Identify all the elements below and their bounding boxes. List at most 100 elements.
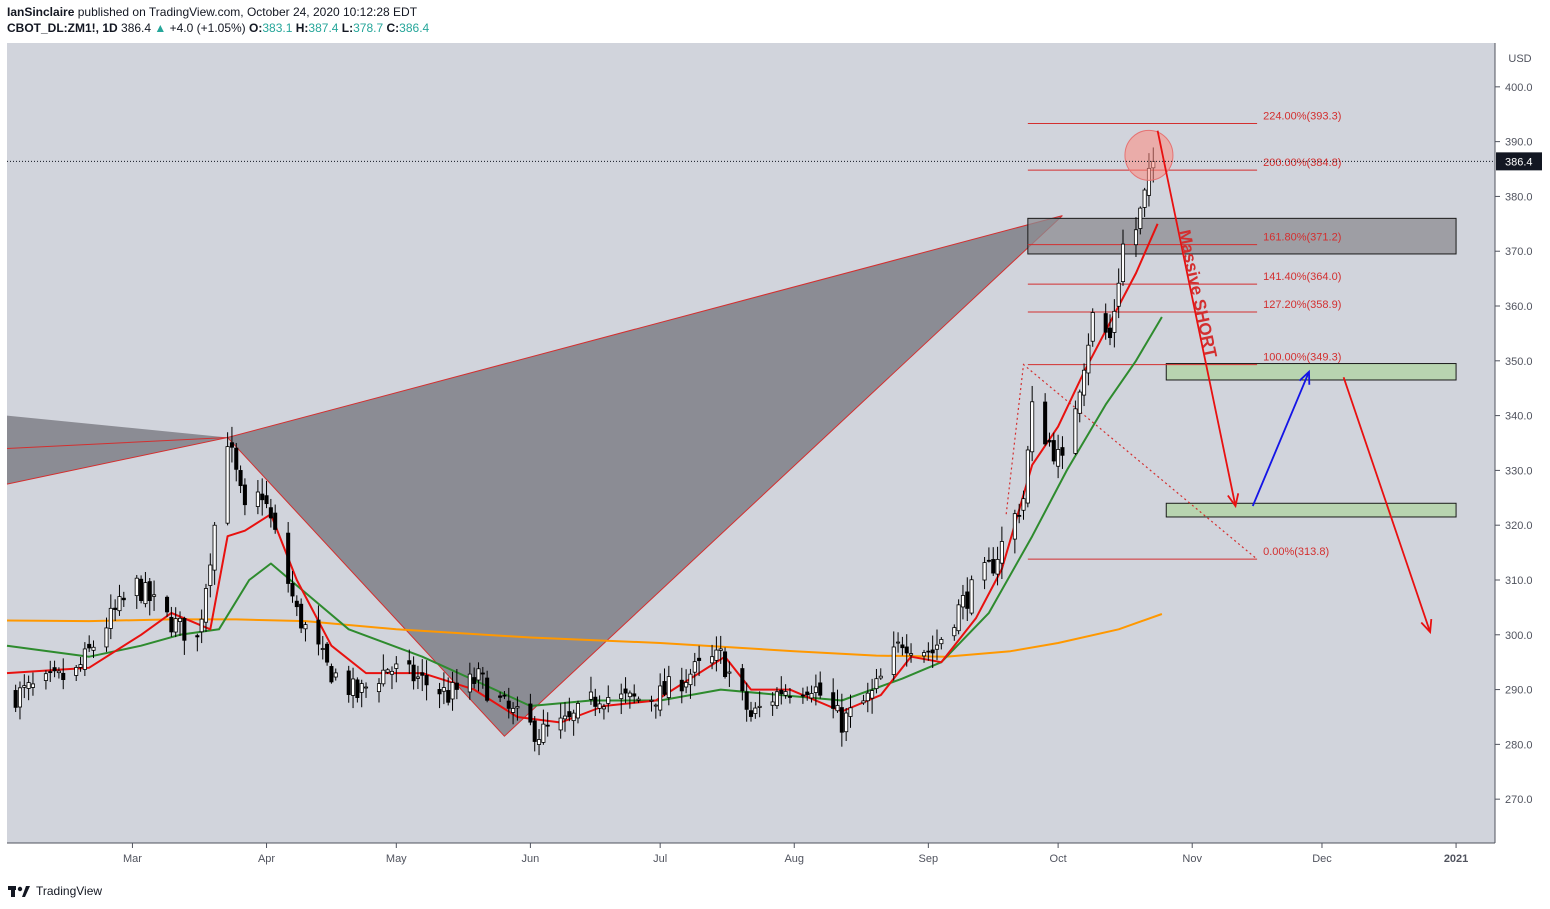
candle-up <box>601 706 606 710</box>
candle-up <box>952 627 957 637</box>
candle-down <box>800 694 805 697</box>
candle-down <box>329 666 334 683</box>
last-price-badge <box>1496 152 1542 171</box>
candle-up <box>1077 391 1082 414</box>
candle-up <box>714 649 719 661</box>
candle-down <box>805 691 810 696</box>
candle-down <box>1043 401 1048 445</box>
candle-up <box>848 707 853 717</box>
candles <box>13 147 1156 756</box>
x-tick-label: Jun <box>522 853 540 865</box>
y-tick-label: 380.0 <box>1505 191 1533 203</box>
candle-down <box>229 442 234 448</box>
candle-up <box>571 712 576 722</box>
y-tick-label: 340.0 <box>1505 411 1533 423</box>
candle-up <box>627 692 632 698</box>
candle-up <box>878 675 883 679</box>
candle-down <box>485 677 490 701</box>
candle-down <box>965 591 970 609</box>
candle-down <box>147 581 152 602</box>
pattern-edges <box>6 215 1063 737</box>
candle-up <box>809 693 814 699</box>
candle-up <box>636 698 641 701</box>
short-arrow-line <box>1156 130 1237 507</box>
y-tick-label: 300.0 <box>1505 630 1533 642</box>
y-tick-label: 390.0 <box>1505 137 1533 149</box>
candle-up <box>969 579 974 614</box>
footer-brand[interactable]: TradingView <box>36 884 103 898</box>
y-tick-label: 330.0 <box>1505 465 1533 477</box>
candle-up <box>91 646 96 651</box>
candle-up <box>415 676 420 679</box>
fib-extension: 224.00%(393.3) 200.00%(384.8) 161.80%(371.… <box>1005 111 1341 560</box>
candle-up <box>22 685 27 688</box>
long-arrow-head <box>1298 369 1311 385</box>
publish-line: IanSinclaire published on TradingView.co… <box>7 4 1407 20</box>
candle-up <box>939 639 944 645</box>
candle-up <box>178 617 183 622</box>
candle-down <box>748 710 754 717</box>
candle-down <box>480 672 485 675</box>
candle-down <box>831 692 836 709</box>
candle-up <box>558 717 563 731</box>
candle-up <box>537 739 542 745</box>
candle-up <box>134 577 139 597</box>
candle-down <box>498 695 503 698</box>
y-tick-label: 310.0 <box>1505 575 1533 587</box>
candle-down <box>904 646 909 654</box>
candle-up <box>934 644 940 650</box>
zone-target-upper <box>1165 363 1457 381</box>
candle-down <box>113 607 118 610</box>
candle-down <box>299 603 304 629</box>
open-value: 383.1 <box>262 21 293 35</box>
author-name[interactable]: IanSinclaire <box>7 5 75 19</box>
candle-down <box>779 689 784 695</box>
candle-up <box>26 682 31 689</box>
candle-down <box>195 635 200 638</box>
candle-up <box>303 624 308 630</box>
axes: USD 270.0 280.0 290.0 300.0 310.0 320.0 330.0 34… <box>7 38 1550 865</box>
candle-up <box>476 668 481 681</box>
x-tick-label: Mar <box>123 853 142 865</box>
y-tick-label: 350.0 <box>1505 356 1533 368</box>
candle-up <box>1120 243 1126 283</box>
candle-up <box>1086 344 1091 374</box>
candle-up <box>874 678 879 690</box>
ema-slow-line <box>6 613 1163 658</box>
candle-down <box>1017 514 1022 517</box>
candle-up <box>17 687 22 708</box>
candle-up <box>104 627 109 648</box>
candle-down <box>744 691 749 710</box>
candle-down <box>234 447 239 470</box>
candle-up <box>450 682 455 700</box>
candle-up <box>389 670 394 675</box>
candle-down <box>986 559 991 562</box>
candle-down <box>818 682 823 696</box>
candle-up <box>43 673 48 681</box>
candle-up <box>960 595 965 608</box>
change-up-icon: ▲ <box>154 21 167 35</box>
candle-up <box>333 672 338 678</box>
candle-down <box>407 660 412 665</box>
candle-down <box>13 690 18 708</box>
candle-down <box>437 689 442 695</box>
candle-down <box>787 696 792 698</box>
candle-up <box>891 646 896 675</box>
x-tick-label: May <box>386 853 407 865</box>
candle-up <box>1138 207 1143 229</box>
candle-up <box>78 664 83 668</box>
candle-up <box>922 652 927 657</box>
candle-down <box>454 682 459 690</box>
candle-up <box>753 707 758 714</box>
candle-down <box>316 619 321 645</box>
symbol-name[interactable]: CBOT_DL:ZM1!, 1D <box>7 21 118 35</box>
candle-up <box>562 715 568 720</box>
x-tick-label: 2021 <box>1444 853 1468 865</box>
candle-down <box>264 495 269 505</box>
candle-up <box>320 648 325 650</box>
candle-up <box>783 691 788 696</box>
candle-up <box>813 686 818 693</box>
symbol-line: CBOT_DL:ZM1!, 1D 386.4 ▲ +4.0 (+1.05%) O… <box>7 20 1407 36</box>
candle-up <box>718 648 723 651</box>
